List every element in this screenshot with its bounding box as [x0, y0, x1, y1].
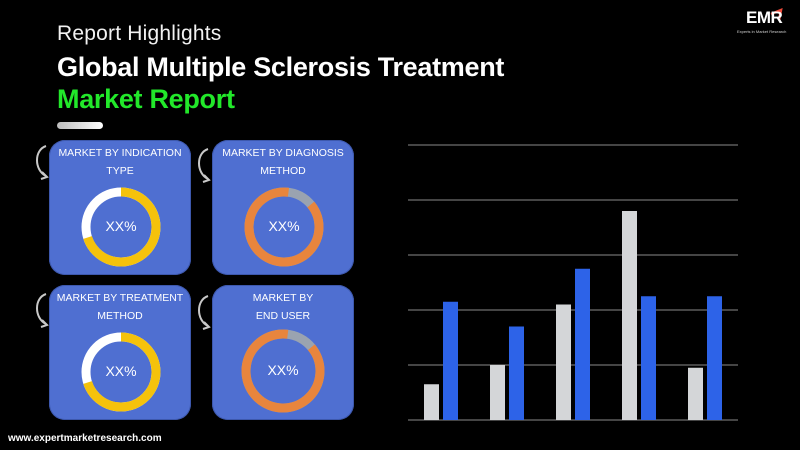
donut-arc: [81, 187, 161, 267]
curved-arrow-icon: [36, 293, 49, 328]
card-indication-type: MARKET BY INDICATION TYPE XX%: [49, 140, 191, 275]
bar-series2-item4: [641, 296, 656, 420]
card-end-user: MARKET BY END USER XX%: [212, 285, 354, 420]
donut-ring-svg: [81, 187, 161, 267]
emr-logo-icon: [770, 8, 783, 21]
donut-ring: XX%: [239, 327, 327, 415]
report-kicker: Report Highlights: [57, 22, 222, 45]
bar-series1-item1: [424, 384, 439, 420]
bar-series1-item2: [490, 365, 505, 420]
curved-arrow-icon: [198, 148, 211, 183]
bar-series1-item3: [556, 304, 571, 420]
card-treatment-method: MARKET BY TREATMENT METHOD XX%: [49, 285, 191, 420]
card-label-line2: TYPE: [106, 165, 134, 177]
donut-arc: [81, 332, 161, 412]
report-title-line2: Market Report: [57, 84, 235, 114]
donut-ring-svg: [241, 329, 325, 413]
donut-ring: XX%: [79, 185, 163, 269]
card-diagnosis-method: MARKET BY DIAGNOSIS METHOD XX%: [212, 140, 354, 275]
logo-tagline: Experts in Market Research: [737, 29, 787, 34]
donut-ring-svg: [244, 187, 324, 267]
card-label-line1: MARKET BY DIAGNOSIS: [222, 147, 344, 159]
curved-arrow-icon: [36, 145, 49, 180]
curved-arrow-icon: [198, 295, 211, 330]
bar-series2-item2: [509, 326, 524, 420]
donut-arc: [241, 329, 325, 413]
card-label-line2: METHOD: [260, 165, 306, 177]
percent-value: XX%: [105, 218, 137, 234]
card-label-line1: MARKET BY INDICATION: [58, 147, 182, 159]
donut-ring: XX%: [79, 330, 163, 414]
bar-series2-item1: [443, 301, 458, 420]
percent-value: XX%: [105, 363, 137, 379]
bar-chart: [408, 144, 738, 421]
report-title-line1: Global Multiple Sclerosis Treatment: [57, 52, 505, 82]
donut-ring: XX%: [242, 185, 326, 269]
bar-series1-item4: [622, 211, 637, 420]
card-label-line1: MARKET BY TREATMENT: [56, 292, 184, 304]
bar-series1-item5: [688, 367, 703, 420]
footer-url: www.expertmarketresearch.com: [8, 433, 162, 444]
percent-value: XX%: [267, 362, 299, 378]
title-divider: [57, 122, 103, 129]
card-label-line2: METHOD: [97, 310, 143, 322]
percent-value: XX%: [268, 218, 300, 234]
bar-series2-item5: [707, 296, 722, 420]
card-label-line1: MARKET BY: [252, 292, 314, 304]
logo-text: EMR: [746, 8, 783, 27]
card-label-line2: END USER: [255, 310, 311, 322]
bar-series2-item3: [575, 268, 590, 420]
donut-ring-svg: [81, 332, 161, 412]
